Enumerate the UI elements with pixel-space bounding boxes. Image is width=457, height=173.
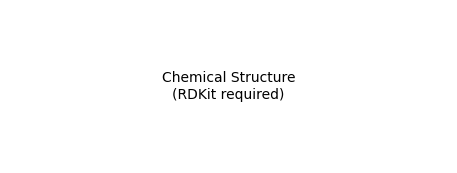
Text: Chemical Structure
(RDKit required): Chemical Structure (RDKit required): [162, 71, 295, 102]
